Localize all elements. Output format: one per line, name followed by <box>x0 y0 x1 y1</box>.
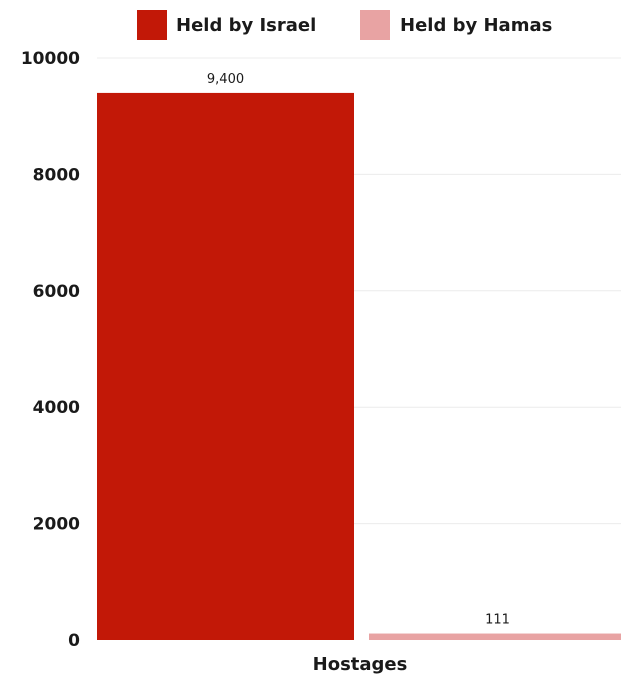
x-category-label: Hostages <box>313 654 408 675</box>
bars <box>97 92 621 641</box>
bar-held-by-hamas <box>369 633 621 640</box>
y-tick-label: 2000 <box>33 515 80 535</box>
y-tick-label: 6000 <box>33 282 80 302</box>
y-tick-label: 10000 <box>21 49 80 69</box>
legend-label: Held by Israel <box>176 15 316 36</box>
y-axis: 0 2000 4000 6000 8000 10000 <box>21 49 80 651</box>
bar-value-label: 9,400 <box>207 72 244 87</box>
y-tick-label: 0 <box>68 631 80 651</box>
legend-swatch <box>137 10 167 40</box>
bar-value-label: 111 <box>485 613 510 628</box>
legend: Held by Israel Held by Hamas <box>137 10 552 40</box>
bar-held-by-israel <box>97 92 354 641</box>
x-axis: Hostages <box>313 654 408 675</box>
legend-label: Held by Hamas <box>400 15 552 36</box>
y-tick-label: 4000 <box>33 398 80 418</box>
data-labels: 9,400 111 <box>207 72 510 628</box>
y-tick-label: 8000 <box>33 165 80 185</box>
legend-swatch <box>360 10 390 40</box>
